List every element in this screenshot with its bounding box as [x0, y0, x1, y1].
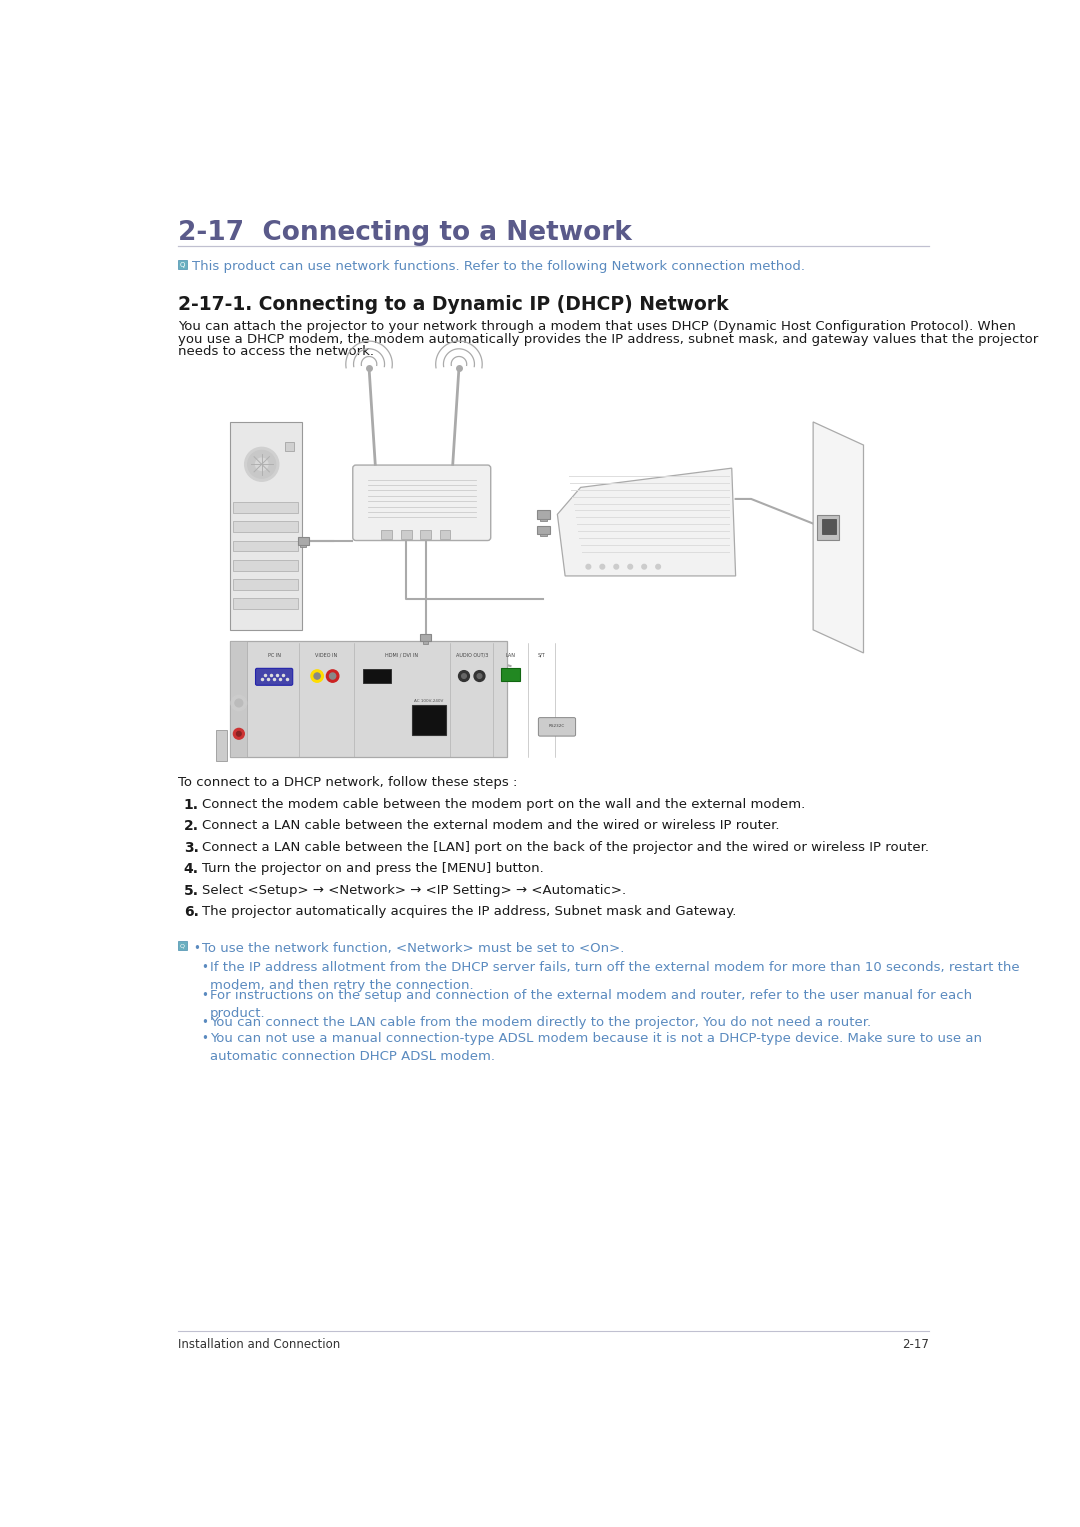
Text: you use a DHCP modem, the modem automatically provides the IP address, subnet ma: you use a DHCP modem, the modem automati… — [177, 333, 1038, 345]
Circle shape — [233, 728, 244, 739]
Circle shape — [237, 731, 241, 736]
FancyBboxPatch shape — [256, 669, 293, 686]
FancyBboxPatch shape — [540, 519, 546, 521]
Text: To connect to a DHCP network, follow these steps :: To connect to a DHCP network, follow the… — [177, 776, 517, 789]
Text: 1.: 1. — [184, 797, 199, 812]
FancyBboxPatch shape — [381, 530, 392, 539]
Circle shape — [613, 565, 619, 570]
FancyBboxPatch shape — [216, 730, 227, 760]
Text: The projector automatically acquires the IP address, Subnet mask and Gateway.: The projector automatically acquires the… — [202, 906, 737, 919]
FancyBboxPatch shape — [230, 641, 507, 757]
Text: AUDIO OUT/3: AUDIO OUT/3 — [456, 654, 488, 658]
Text: •: • — [201, 960, 207, 974]
FancyBboxPatch shape — [300, 545, 306, 548]
FancyBboxPatch shape — [822, 519, 836, 534]
Circle shape — [245, 447, 279, 481]
Text: Connect a LAN cable between the external modem and the wired or wireless IP rout: Connect a LAN cable between the external… — [202, 820, 780, 832]
Text: •: • — [193, 942, 200, 956]
Text: You can not use a manual connection-type ADSL modem because it is not a DHCP-typ: You can not use a manual connection-type… — [211, 1032, 982, 1063]
FancyBboxPatch shape — [230, 421, 301, 629]
Circle shape — [256, 458, 268, 470]
Text: 2-17  Connecting to a Network: 2-17 Connecting to a Network — [177, 220, 632, 246]
FancyBboxPatch shape — [353, 466, 490, 541]
FancyBboxPatch shape — [413, 704, 446, 736]
Text: This product can use network functions. Refer to the following Network connectio: This product can use network functions. … — [191, 260, 805, 273]
FancyBboxPatch shape — [540, 534, 546, 536]
FancyBboxPatch shape — [298, 538, 309, 545]
FancyBboxPatch shape — [539, 718, 576, 736]
Circle shape — [477, 673, 482, 678]
Circle shape — [586, 565, 591, 570]
Text: Turn the projector on and press the [MENU] button.: Turn the projector on and press the [MEN… — [202, 863, 544, 875]
Text: Connect a LAN cable between the [LAN] port on the back of the projector and the : Connect a LAN cable between the [LAN] po… — [202, 841, 930, 854]
FancyBboxPatch shape — [233, 579, 298, 589]
FancyBboxPatch shape — [233, 541, 298, 551]
FancyBboxPatch shape — [401, 530, 411, 539]
Text: 4.: 4. — [184, 863, 199, 876]
FancyBboxPatch shape — [233, 560, 298, 571]
Circle shape — [314, 673, 321, 680]
Text: For instructions on the setup and connection of the external modem and router, r: For instructions on the setup and connec… — [211, 988, 972, 1020]
FancyBboxPatch shape — [537, 525, 550, 534]
Text: 2-17: 2-17 — [903, 1338, 930, 1351]
Circle shape — [329, 673, 336, 680]
Text: PC IN: PC IN — [268, 654, 281, 658]
FancyBboxPatch shape — [440, 530, 450, 539]
Text: 3.: 3. — [184, 841, 199, 855]
Text: •: • — [201, 1017, 207, 1029]
Text: Q: Q — [179, 944, 185, 948]
Text: AC 100V-240V: AC 100V-240V — [415, 699, 444, 702]
Text: If the IP address allotment from the DHCP server fails, turn off the external mo: If the IP address allotment from the DHC… — [211, 960, 1020, 993]
Text: 2-17-1. Connecting to a Dynamic IP (DHCP) Network: 2-17-1. Connecting to a Dynamic IP (DHCP… — [177, 295, 728, 315]
FancyBboxPatch shape — [423, 641, 429, 644]
Text: •: • — [201, 988, 207, 1002]
Text: 6.: 6. — [184, 906, 199, 919]
Polygon shape — [813, 421, 864, 654]
Circle shape — [627, 565, 633, 570]
Circle shape — [235, 699, 243, 707]
FancyBboxPatch shape — [284, 441, 294, 450]
FancyBboxPatch shape — [363, 669, 391, 683]
FancyBboxPatch shape — [537, 510, 550, 519]
Text: 2.: 2. — [184, 820, 199, 834]
Text: To use the network function, <Network> must be set to <On>.: To use the network function, <Network> m… — [202, 942, 625, 956]
Text: 5.: 5. — [184, 884, 199, 898]
Text: You can attach the projector to your network through a modem that uses DHCP (Dyn: You can attach the projector to your net… — [177, 321, 1015, 333]
Circle shape — [247, 450, 275, 478]
Circle shape — [656, 565, 661, 570]
FancyBboxPatch shape — [233, 502, 298, 513]
FancyBboxPatch shape — [816, 515, 839, 539]
FancyBboxPatch shape — [420, 530, 431, 539]
Circle shape — [311, 670, 323, 683]
Text: Select <Setup> → <Network> → <IP Setting> → <Automatic>.: Select <Setup> → <Network> → <IP Setting… — [202, 884, 626, 896]
Circle shape — [600, 565, 605, 570]
Circle shape — [474, 670, 485, 681]
FancyBboxPatch shape — [177, 260, 187, 269]
Text: •: • — [201, 1032, 207, 1044]
Text: LAN: LAN — [505, 654, 515, 658]
Text: Connect the modem cable between the modem port on the wall and the external mode: Connect the modem cable between the mode… — [202, 797, 806, 811]
Polygon shape — [557, 469, 735, 576]
Circle shape — [642, 565, 647, 570]
Text: RS232C: RS232C — [549, 724, 565, 728]
Text: needs to access the network.: needs to access the network. — [177, 345, 374, 357]
Text: HDMI / DVI IN: HDMI / DVI IN — [386, 654, 419, 658]
Circle shape — [461, 673, 467, 678]
FancyBboxPatch shape — [420, 634, 431, 641]
FancyBboxPatch shape — [501, 667, 519, 681]
Circle shape — [231, 695, 246, 710]
FancyBboxPatch shape — [233, 599, 298, 609]
Circle shape — [459, 670, 470, 681]
Text: S/T: S/T — [538, 654, 545, 658]
Text: You can connect the LAN cable from the modem directly to the projector, You do n: You can connect the LAN cable from the m… — [211, 1017, 872, 1029]
Text: VIDEO IN: VIDEO IN — [315, 654, 338, 658]
FancyBboxPatch shape — [233, 521, 298, 531]
Text: Installation and Connection: Installation and Connection — [177, 1338, 340, 1351]
FancyBboxPatch shape — [230, 641, 246, 757]
Text: Q: Q — [179, 261, 185, 267]
FancyBboxPatch shape — [177, 941, 187, 950]
Circle shape — [326, 670, 339, 683]
